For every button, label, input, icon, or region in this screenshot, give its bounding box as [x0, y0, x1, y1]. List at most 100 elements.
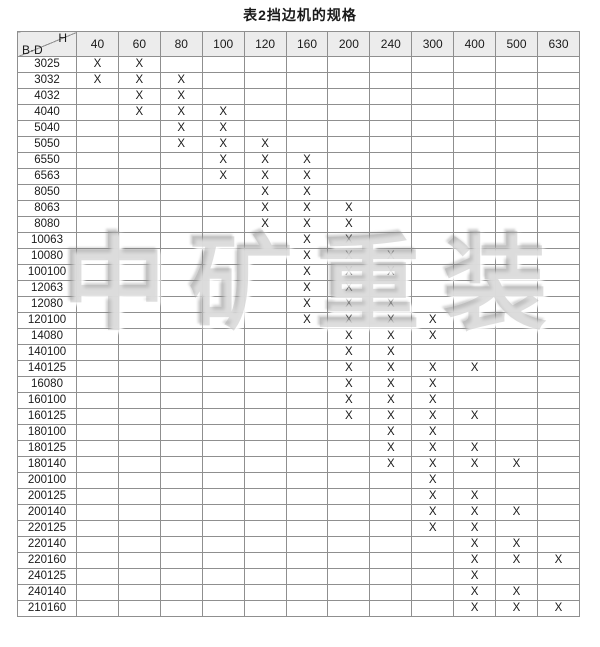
- empty-cell: [327, 456, 371, 473]
- empty-cell: [369, 120, 413, 137]
- empty-cell: [536, 88, 581, 105]
- empty-cell: [117, 296, 161, 313]
- empty-cell: [243, 56, 287, 73]
- empty-cell: [411, 216, 455, 233]
- empty-cell: [159, 280, 203, 297]
- empty-cell: [495, 440, 538, 457]
- mark-cell: X: [369, 296, 413, 313]
- mark-cell: X: [453, 600, 497, 617]
- empty-cell: [243, 248, 287, 265]
- col-header-80: 80: [159, 31, 203, 57]
- row-label: 140100: [17, 344, 77, 361]
- empty-cell: [117, 152, 161, 169]
- empty-cell: [76, 120, 119, 137]
- mark-cell: X: [453, 584, 497, 601]
- empty-cell: [117, 232, 161, 249]
- mark-cell: X: [327, 232, 371, 249]
- empty-cell: [369, 184, 413, 201]
- mark-cell: X: [243, 184, 287, 201]
- mark-cell: X: [453, 504, 497, 521]
- empty-cell: [536, 360, 581, 377]
- mark-cell: X: [369, 456, 413, 473]
- empty-cell: [495, 392, 538, 409]
- empty-cell: [76, 264, 119, 281]
- empty-cell: [117, 376, 161, 393]
- empty-cell: [327, 168, 371, 185]
- empty-cell: [495, 360, 538, 377]
- mark-cell: X: [159, 88, 203, 105]
- empty-cell: [495, 56, 538, 73]
- table-row: 220125 X X: [17, 520, 581, 537]
- empty-cell: [327, 536, 371, 553]
- empty-cell: [536, 408, 581, 425]
- mark-cell: X: [369, 344, 413, 361]
- empty-cell: [536, 56, 581, 73]
- empty-cell: [243, 424, 287, 441]
- empty-cell: [243, 536, 287, 553]
- row-label: 8063: [17, 200, 77, 217]
- empty-cell: [536, 232, 581, 249]
- empty-cell: [285, 552, 329, 569]
- empty-cell: [243, 296, 287, 313]
- empty-cell: [495, 408, 538, 425]
- empty-cell: [411, 552, 455, 569]
- row-label: 10080: [17, 248, 77, 265]
- empty-cell: [495, 296, 538, 313]
- mark-cell: X: [327, 344, 371, 361]
- empty-cell: [285, 120, 329, 137]
- empty-cell: [76, 328, 119, 345]
- mark-cell: X: [76, 56, 119, 73]
- empty-cell: [285, 88, 329, 105]
- empty-cell: [243, 104, 287, 121]
- empty-cell: [327, 504, 371, 521]
- empty-cell: [495, 88, 538, 105]
- empty-cell: [369, 200, 413, 217]
- table-row: 14080 X X X: [17, 328, 581, 345]
- empty-cell: [76, 280, 119, 297]
- row-label: 4032: [17, 88, 77, 105]
- empty-cell: [117, 200, 161, 217]
- empty-cell: [117, 488, 161, 505]
- mark-cell: X: [495, 584, 538, 601]
- mark-cell: X: [453, 440, 497, 457]
- empty-cell: [76, 520, 119, 537]
- empty-cell: [285, 600, 329, 617]
- mark-cell: X: [159, 136, 203, 153]
- empty-cell: [243, 264, 287, 281]
- empty-cell: [243, 440, 287, 457]
- empty-cell: [536, 520, 581, 537]
- table-row: 3025 X X: [17, 56, 581, 73]
- mark-cell: X: [285, 264, 329, 281]
- empty-cell: [285, 376, 329, 393]
- empty-cell: [369, 232, 413, 249]
- table-row: 10063 X X: [17, 232, 581, 249]
- empty-cell: [327, 440, 371, 457]
- empty-cell: [201, 568, 245, 585]
- empty-cell: [76, 392, 119, 409]
- empty-cell: [411, 264, 455, 281]
- empty-cell: [411, 120, 455, 137]
- mark-cell: X: [285, 296, 329, 313]
- empty-cell: [117, 472, 161, 489]
- empty-cell: [453, 56, 497, 73]
- empty-cell: [159, 504, 203, 521]
- empty-cell: [76, 216, 119, 233]
- empty-cell: [243, 232, 287, 249]
- empty-cell: [76, 584, 119, 601]
- table-row: 8080 X X X: [17, 216, 581, 233]
- table-row: 120100 X X X X: [17, 312, 581, 329]
- empty-cell: [536, 440, 581, 457]
- row-label: 5040: [17, 120, 77, 137]
- empty-cell: [243, 472, 287, 489]
- empty-cell: [327, 584, 371, 601]
- empty-cell: [159, 216, 203, 233]
- empty-cell: [369, 280, 413, 297]
- row-label: 240125: [17, 568, 77, 585]
- empty-cell: [117, 312, 161, 329]
- row-label: 180100: [17, 424, 77, 441]
- empty-cell: [243, 600, 287, 617]
- empty-cell: [76, 136, 119, 153]
- row-label: 5050: [17, 136, 77, 153]
- mark-cell: X: [411, 408, 455, 425]
- empty-cell: [201, 392, 245, 409]
